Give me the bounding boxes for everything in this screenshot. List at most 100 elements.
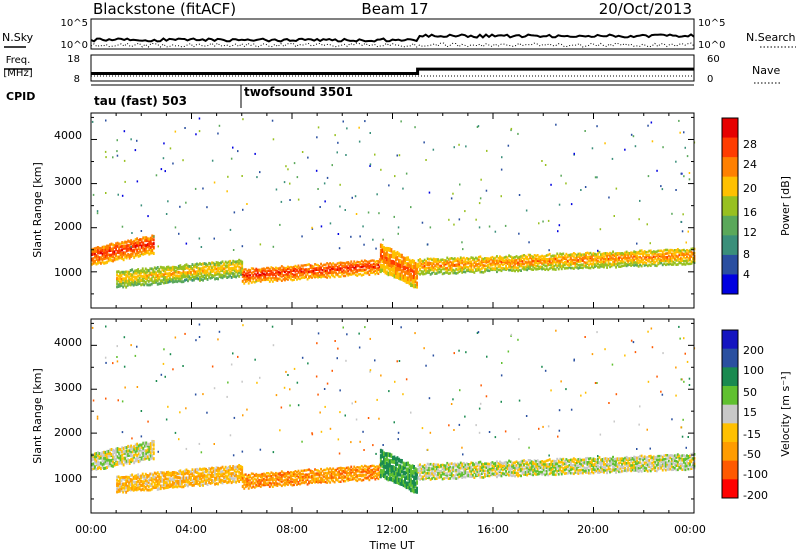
- velocity-cell: [296, 473, 298, 477]
- power-cell: [381, 248, 384, 253]
- power-cell: [119, 271, 121, 275]
- power-cell: [655, 264, 658, 268]
- power-cell: [569, 263, 572, 266]
- velocity-cell: [155, 483, 158, 487]
- power-cell: [634, 255, 637, 258]
- velocity-cell: [264, 481, 267, 484]
- power-cbar-tick-20: 20: [743, 182, 757, 195]
- power-cell: [255, 267, 258, 271]
- velocity-cell: [205, 476, 207, 480]
- velocity-cell: [116, 475, 118, 479]
- power-cell: [232, 262, 235, 266]
- power-cell: [267, 273, 270, 276]
- velocity-cell: [241, 465, 244, 469]
- velocity-cell: [465, 466, 468, 469]
- velocity-cell: [392, 459, 394, 464]
- power-cell: [125, 270, 128, 274]
- velocity-cell: [247, 481, 250, 485]
- power-cell: [619, 260, 622, 263]
- velocity-cell: [517, 472, 519, 475]
- velocity-cell: [538, 463, 541, 466]
- power-cell: [594, 265, 596, 268]
- power-cell: [565, 266, 568, 270]
- power-cell: [320, 276, 322, 279]
- power-cell: [297, 264, 300, 267]
- velocity-cell: [499, 462, 501, 466]
- velocity-cell: [177, 479, 180, 483]
- power-cell: [496, 255, 498, 258]
- velocity-cell: [293, 471, 295, 474]
- power-cell: [232, 266, 235, 270]
- power-cell: [401, 269, 403, 274]
- power-scatter-cell: [613, 215, 615, 217]
- power-cell: [383, 249, 385, 255]
- power-scatter-cell: [329, 222, 332, 225]
- velocity-cell: [447, 463, 450, 467]
- power-cell: [652, 258, 655, 262]
- power-cell: [312, 273, 315, 276]
- power-cell: [336, 273, 339, 276]
- velocity-cell: [235, 473, 238, 477]
- velocity-cell: [136, 446, 139, 450]
- power-cell: [479, 262, 482, 265]
- power-cell: [530, 262, 533, 266]
- power-scatter-cell: [140, 230, 143, 232]
- velocity-cell: [335, 473, 338, 476]
- velocity-cell: [276, 478, 279, 481]
- velocity-cell: [199, 475, 201, 479]
- power-cell: [118, 251, 120, 255]
- power-cell: [262, 278, 265, 282]
- power-cell: [274, 272, 277, 275]
- power-cell: [365, 271, 368, 274]
- velocity-cell: [502, 468, 504, 472]
- power-cell: [556, 264, 559, 268]
- power-scatter-cell: [246, 203, 248, 205]
- velocity-cell: [294, 478, 297, 481]
- power-cell: [642, 259, 645, 262]
- power-cell: [548, 257, 551, 261]
- power-cell: [679, 257, 682, 260]
- velocity-cell: [224, 465, 227, 469]
- velocity-cell: [118, 447, 120, 451]
- power-cell: [336, 262, 339, 265]
- velocity-cell: [384, 457, 387, 463]
- velocity-cell: [326, 476, 329, 479]
- power-scatter-cell: [272, 245, 275, 248]
- velocity-cell: [487, 462, 489, 466]
- velocity-cell: [161, 478, 164, 481]
- velocity-cell: [375, 465, 378, 468]
- velocity-cell: [518, 468, 521, 471]
- velocity-cell: [179, 484, 182, 488]
- power-cell: [357, 273, 360, 276]
- velocity-cell: [398, 467, 400, 473]
- power-cell: [591, 256, 593, 259]
- power-cell: [646, 250, 649, 254]
- power-cell: [575, 254, 578, 257]
- power-cell: [458, 264, 461, 268]
- power-scatter-cell: [105, 119, 107, 122]
- velocity-cell: [209, 473, 212, 477]
- velocity-cell: [130, 452, 133, 456]
- power-cell: [368, 260, 371, 263]
- power-cell: [277, 271, 280, 274]
- power-cell: [603, 261, 605, 264]
- power-cell: [476, 257, 479, 260]
- velocity-cell: [551, 473, 554, 476]
- power-cell: [589, 256, 592, 260]
- velocity-cell: [180, 477, 183, 480]
- power-cell: [508, 254, 510, 257]
- power-cell: [118, 246, 120, 250]
- power-cell: [224, 264, 227, 268]
- velocity-cell: [499, 473, 501, 477]
- velocity-cell: [221, 469, 224, 473]
- power-cell: [206, 273, 209, 277]
- power-cell: [137, 241, 140, 245]
- velocity-cell: [149, 456, 152, 460]
- power-cell: [203, 271, 206, 275]
- power-cell: [354, 263, 357, 267]
- velocity-cell: [521, 470, 524, 474]
- power-cell: [446, 266, 449, 270]
- velocity-cell: [423, 470, 426, 473]
- power-colorbar-label: Power [dB]: [779, 176, 792, 236]
- power-cell: [243, 274, 246, 277]
